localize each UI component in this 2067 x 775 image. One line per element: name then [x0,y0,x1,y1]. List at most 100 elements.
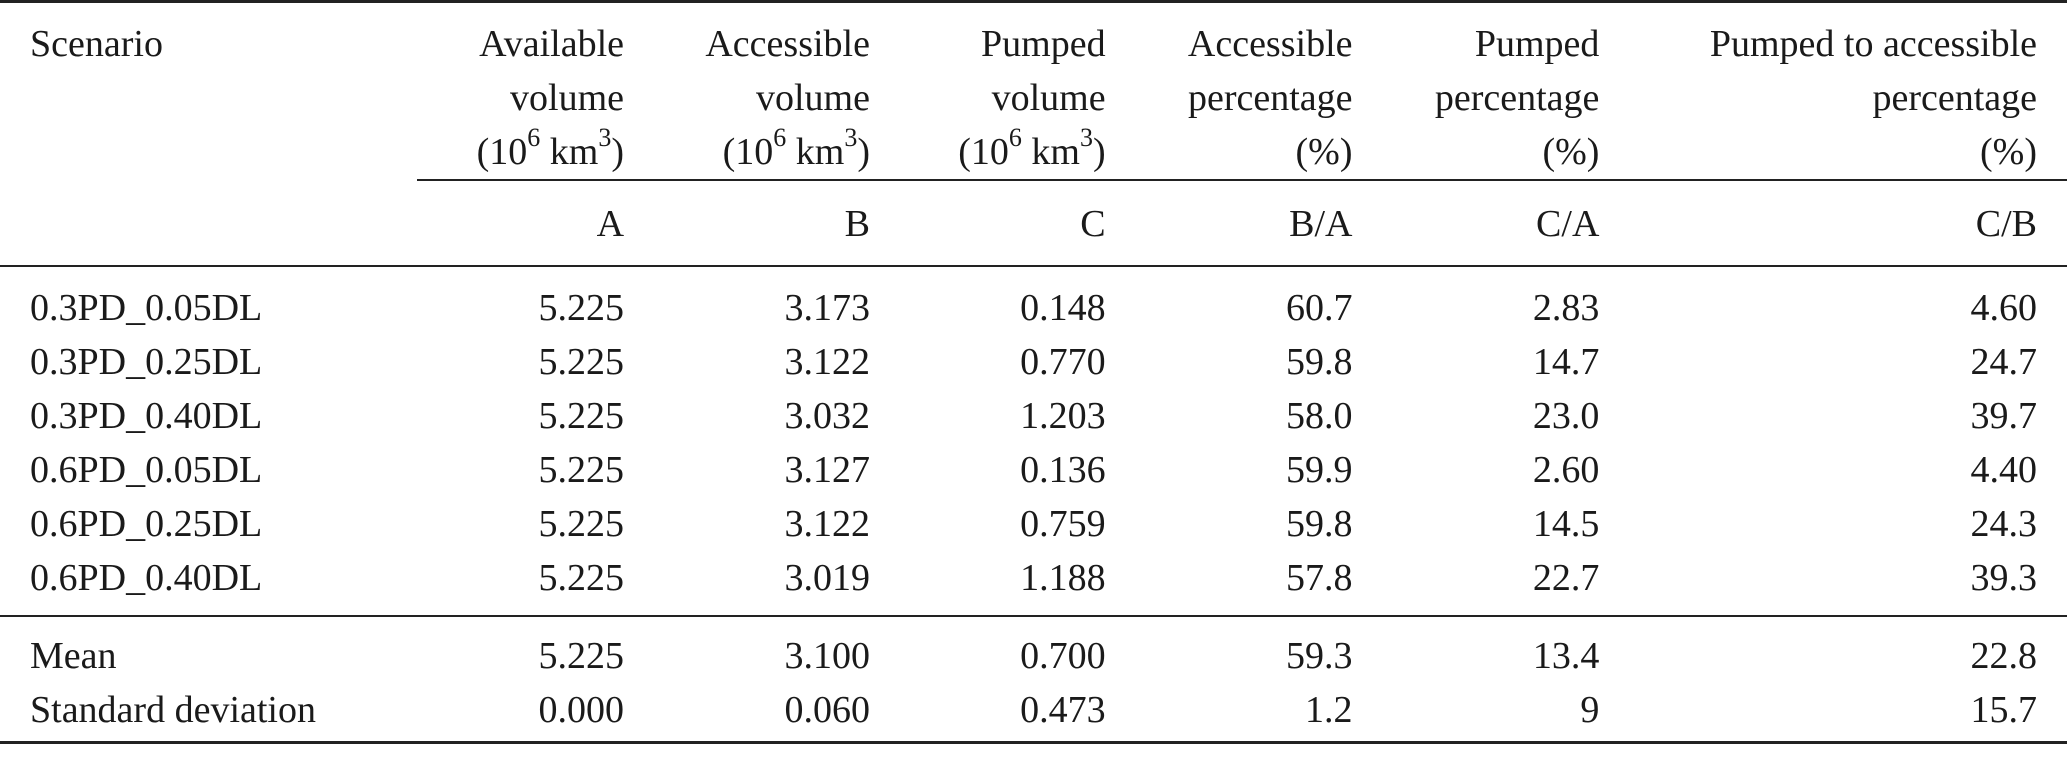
table-row: 0.3PD_0.40DL 5.225 3.032 1.203 58.0 23.0… [0,389,2067,443]
summary-row-std: Standard deviation 0.000 0.060 0.473 1.2… [0,683,2067,744]
scenario-name: 0.3PD_0.05DL [30,287,263,329]
header-line: percentage [1872,77,2037,119]
table-cell: 5.225 [416,551,625,617]
header-line: Pumped to accessible [1709,23,2037,65]
table-cell: 58.0 [1286,395,1353,437]
scenario-name: 0.3PD_0.25DL [30,341,263,383]
table-cell: 5.225 [538,503,625,545]
unit-part: km [786,131,845,173]
header-line: percentage [1434,77,1600,119]
table-row: 0.3PD_0.05DL 5.225 3.173 0.148 60.7 2.83… [0,266,2067,335]
symbol-cell: B [624,180,870,267]
table-cell: 0.759 [1020,503,1106,545]
table-cell: 59.8 [1286,341,1353,383]
table-cell: 5.225 [538,449,625,491]
table-cell: 14.5 [1532,503,1600,545]
table-cell: 1.203 [1020,395,1106,437]
header-line: Accessible [1187,23,1353,65]
unit-part: (10 [722,131,774,173]
table-cell: 15.7 [1599,683,2067,744]
table-cell: 4.60 [1970,287,2038,329]
header-unit: (106 km3) [624,125,870,179]
table-cell: 0.473 [869,683,1106,744]
table-cell: 2.83 [1532,287,1600,329]
table-cell: 3.127 [784,449,870,491]
header-line: volume [991,77,1106,119]
table-cell: 60.7 [1286,287,1353,329]
unit-part: (10 [476,131,528,173]
table-cell: 22.8 [1970,635,2038,677]
header-accessible-percentage: Accessible percentage (%) [1105,0,1353,181]
header-pumped-volume: Pumped volume (106 km3) [869,0,1106,181]
unit-exponent: 3 [598,123,612,153]
summary-label: Mean [30,635,117,677]
header-line: Pumped [981,23,1106,65]
unit-exponent: 3 [844,123,858,153]
header-line: Pumped [1474,23,1600,65]
header-line: (%) [1980,131,2037,173]
table-cell: 0.148 [1020,287,1106,329]
table-cell: 3.032 [784,395,870,437]
table-cell: 1.2 [1105,683,1353,744]
symbol-cell: C [869,180,1106,267]
table-cell: 5.225 [538,395,625,437]
table-cell: 59.3 [1286,635,1353,677]
table-cell: 5.225 [538,341,625,383]
table-cell: 57.8 [1105,551,1353,617]
header-scenario: Scenario [0,0,417,180]
symbol-row: A B C B/A C/A C/B [0,180,2067,267]
scenario-name: 0.6PD_0.40DL [0,551,417,617]
scenario-name: 0.6PD_0.25DL [30,503,263,545]
header-scenario-label: Scenario [30,23,163,65]
table-row: 0.6PD_0.40DL 5.225 3.019 1.188 57.8 22.7… [0,551,2067,617]
unit-part: ) [611,131,625,173]
table-cell: 22.7 [1352,551,1600,617]
table-cell: 4.40 [1970,449,2038,491]
table-row: 0.6PD_0.25DL 5.225 3.122 0.759 59.8 14.5… [0,497,2067,551]
scenario-volume-table: Scenario Available volume (106 km3) Acce… [0,0,2067,744]
table-cell: 24.3 [1970,503,2038,545]
unit-part: km [540,131,599,173]
table-cell: 59.8 [1286,503,1353,545]
table-cell: 0.700 [1020,635,1106,677]
header-line: percentage [1187,77,1353,119]
header-line: (%) [1295,131,1353,173]
table-cell: 24.7 [1970,341,2038,383]
table-cell: 39.7 [1970,395,2038,437]
table-cell: 0.770 [1020,341,1106,383]
table-cell: 3.122 [784,503,870,545]
header-line: volume [755,77,870,119]
header-line: Accessible [705,23,870,65]
header-line: (%) [1542,131,1600,173]
table-cell: 5.225 [538,287,625,329]
table-cell: 14.7 [1532,341,1600,383]
symbol-cell: C/B [1599,180,2067,267]
symbol-cell: C/A [1352,180,1600,267]
header-accessible-volume: Accessible volume (106 km3) [624,0,870,181]
header-pumped-to-accessible: Pumped to accessible percentage (%) [1599,0,2067,181]
symbol-cell-empty [0,180,417,267]
header-available-volume: Available volume (106 km3) [416,0,625,181]
table-cell: 39.3 [1599,551,2067,617]
unit-part: (10 [958,131,1009,173]
symbol-cell: A [416,180,625,267]
unit-part: ) [857,131,870,173]
unit-part: km [1021,131,1080,173]
table-row: 0.6PD_0.05DL 5.225 3.127 0.136 59.9 2.60… [0,443,2067,497]
table-cell: 0.000 [416,683,625,744]
header-unit: (106 km3) [417,125,624,179]
table-cell: 2.60 [1532,449,1600,491]
table-cell: 59.9 [1286,449,1353,491]
table-cell: 0.060 [624,683,870,744]
table-cell: 5.225 [538,635,625,677]
unit-exponent: 6 [773,123,787,153]
table-cell: 9 [1352,683,1600,744]
table-cell: 3.019 [624,551,870,617]
header-line: volume [510,77,625,119]
symbol-cell: B/A [1105,180,1353,267]
table-cell: 3.173 [784,287,870,329]
table-cell: 1.188 [869,551,1106,617]
scenario-name: 0.6PD_0.05DL [30,449,263,491]
header-unit: (106 km3) [870,123,1105,179]
unit-exponent: 3 [1079,123,1093,153]
